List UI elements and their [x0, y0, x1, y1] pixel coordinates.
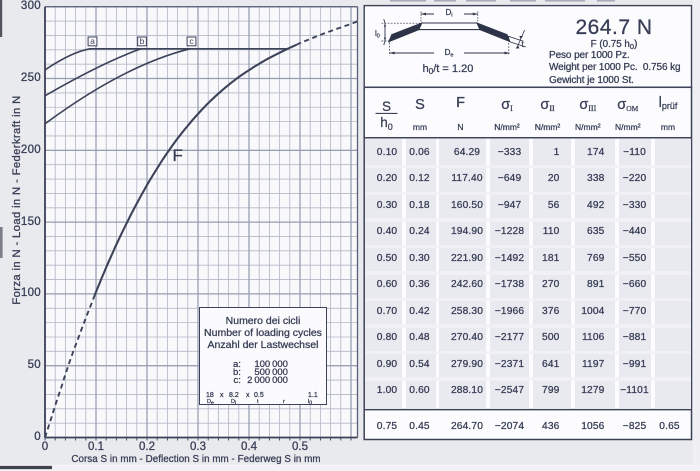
svg-text:b: b — [140, 36, 145, 46]
svg-text:c: c — [189, 36, 194, 46]
svg-text:a: a — [90, 36, 95, 46]
